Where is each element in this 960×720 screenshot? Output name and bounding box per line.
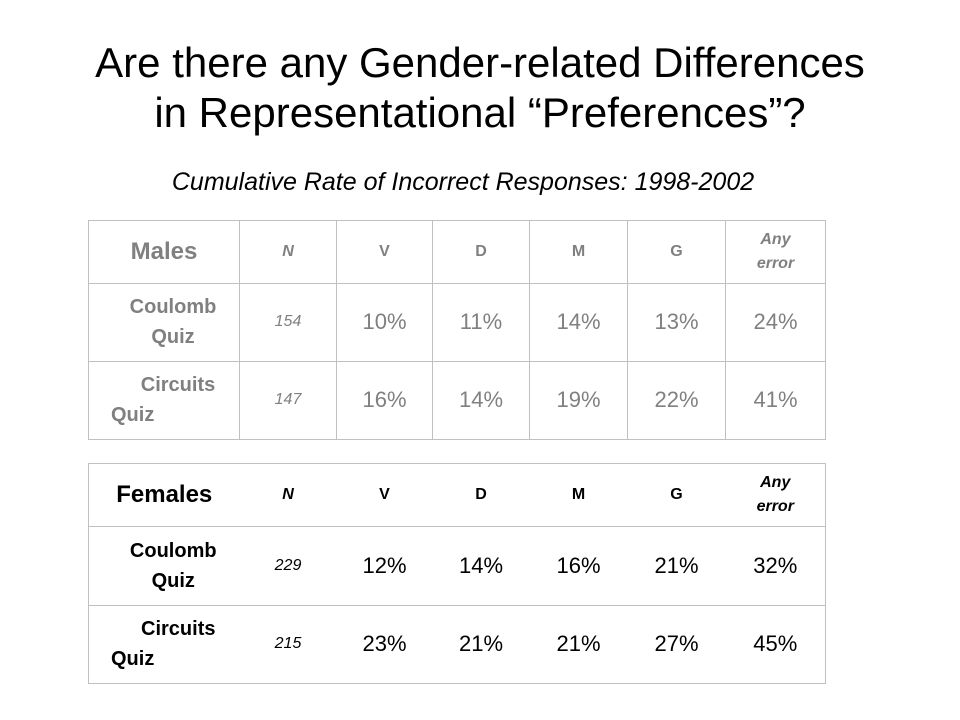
n-cell: 147 — [239, 360, 337, 441]
title-line-1: Are there any Gender-related Differences — [95, 39, 865, 86]
any-error-line-2: error — [756, 498, 794, 516]
row-label: Circuits Quiz — [88, 605, 240, 684]
d-cell: 11% — [432, 282, 530, 362]
d-cell: 14% — [432, 526, 530, 606]
any-error-cell: 41% — [725, 360, 826, 441]
page-title: Are there any Gender-related Differences… — [0, 38, 960, 138]
any-error-line-1: Any — [760, 230, 791, 248]
row-label-line-1: Coulomb — [129, 539, 217, 562]
any-error-cell: 24% — [725, 282, 826, 362]
row-label-line-2: Quiz — [111, 404, 155, 427]
females-table-label: Females — [88, 462, 240, 528]
table-row: Coulomb Quiz 229 12% 14% 16% 21% 32% — [88, 526, 826, 606]
row-label-line-1: Circuits — [140, 374, 216, 397]
column-header-any-error: Any error — [725, 462, 826, 528]
column-header-n: N — [239, 220, 337, 284]
column-header-d: D — [432, 220, 530, 284]
row-label: Coulomb Quiz — [88, 282, 240, 362]
g-cell: 13% — [627, 282, 726, 362]
v-cell: 12% — [336, 526, 433, 606]
column-header-d: D — [432, 462, 530, 528]
males-table: Males N V D M G Any error Coulomb Quiz 1… — [88, 220, 826, 441]
page-subtitle: Cumulative Rate of Incorrect Responses: … — [171, 168, 755, 196]
row-label-line-1: Coulomb — [129, 296, 217, 319]
table-row: Circuits Quiz 147 16% 14% 19% 22% 41% — [88, 360, 826, 441]
m-cell: 19% — [529, 360, 628, 441]
v-cell: 10% — [336, 282, 433, 362]
v-cell: 23% — [336, 605, 433, 684]
any-error-line-1: Any — [760, 474, 791, 492]
row-label-line-2: Quiz — [151, 326, 195, 349]
table-row: Circuits Quiz 215 23% 21% 21% 27% 45% — [88, 605, 826, 684]
column-header-v: V — [336, 220, 433, 284]
v-cell: 16% — [336, 360, 433, 441]
table-row: Coulomb Quiz 154 10% 11% 14% 13% 24% — [88, 282, 826, 362]
males-header-row: Males N V D M G Any error — [88, 220, 826, 284]
column-header-n: N — [239, 462, 337, 528]
column-header-any-error: Any error — [725, 220, 826, 284]
any-error-cell: 45% — [725, 605, 826, 684]
column-header-m: M — [529, 220, 628, 284]
n-cell: 229 — [239, 526, 337, 606]
row-label: Circuits Quiz — [88, 360, 240, 441]
column-header-m: M — [529, 462, 628, 528]
n-cell: 154 — [239, 282, 337, 362]
g-cell: 21% — [627, 526, 726, 606]
g-cell: 27% — [627, 605, 726, 684]
any-error-line-2: error — [756, 254, 795, 272]
title-line-2: in Representational “Preferences”? — [154, 89, 806, 136]
m-cell: 16% — [529, 526, 628, 606]
row-label-line-2: Quiz — [111, 648, 155, 671]
column-header-v: V — [336, 462, 433, 528]
m-cell: 14% — [529, 282, 628, 362]
d-cell: 21% — [432, 605, 530, 684]
d-cell: 14% — [432, 360, 530, 441]
any-error-cell: 32% — [725, 526, 826, 606]
column-header-g: G — [627, 462, 726, 528]
females-table: Females N V D M G Any error Coulomb Quiz… — [88, 462, 826, 684]
females-header-row: Females N V D M G Any error — [88, 462, 826, 528]
row-label-line-1: Circuits — [141, 618, 216, 641]
m-cell: 21% — [529, 605, 628, 684]
n-cell: 215 — [239, 605, 337, 684]
row-label-line-2: Quiz — [151, 569, 195, 592]
g-cell: 22% — [627, 360, 726, 441]
row-label: Coulomb Quiz — [88, 526, 240, 606]
column-header-g: G — [627, 220, 726, 284]
males-table-label: Males — [88, 220, 240, 284]
